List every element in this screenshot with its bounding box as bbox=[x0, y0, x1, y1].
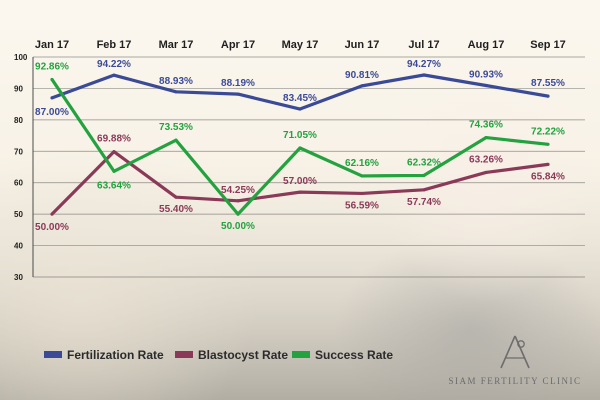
data-point bbox=[112, 73, 116, 77]
data-point bbox=[50, 77, 54, 82]
data-point bbox=[50, 96, 54, 100]
data-label: 92.86% bbox=[35, 61, 69, 72]
data-label: 90.81% bbox=[345, 70, 379, 81]
y-tick-label: 100 bbox=[14, 53, 28, 62]
data-point bbox=[546, 94, 550, 98]
data-label: 94.22% bbox=[97, 59, 131, 70]
data-label: 74.36% bbox=[469, 120, 503, 131]
data-label: 62.32% bbox=[407, 157, 441, 168]
data-point bbox=[236, 199, 240, 203]
data-label: 63.26% bbox=[469, 154, 503, 165]
y-tick-label: 50 bbox=[14, 210, 23, 219]
clinic-logo-icon bbox=[500, 335, 530, 369]
data-label: 73.53% bbox=[159, 122, 193, 133]
data-label: 88.93% bbox=[159, 76, 193, 87]
x-tick-label: Sep 17 bbox=[530, 39, 565, 51]
legend-swatch bbox=[175, 351, 193, 358]
data-point bbox=[484, 170, 488, 175]
data-point bbox=[422, 173, 426, 178]
data-point bbox=[360, 174, 364, 178]
legend-swatch bbox=[44, 351, 62, 358]
x-tick-label: Aug 17 bbox=[468, 39, 505, 51]
data-point bbox=[360, 84, 364, 88]
data-label: 69.88% bbox=[97, 134, 131, 145]
y-tick-label: 80 bbox=[14, 116, 23, 125]
data-point bbox=[422, 73, 426, 77]
data-label: 57.74% bbox=[407, 197, 441, 208]
clinic-logo: SIAM FERTILITY CLINIC bbox=[440, 330, 590, 395]
data-point bbox=[174, 90, 178, 94]
data-label: 62.16% bbox=[345, 158, 379, 169]
data-point bbox=[298, 190, 302, 194]
x-tick-label: Jul 17 bbox=[408, 39, 439, 51]
data-label: 55.40% bbox=[159, 204, 193, 215]
data-point bbox=[112, 150, 116, 154]
data-label: 87.55% bbox=[531, 78, 565, 89]
data-label: 57.00% bbox=[283, 176, 317, 187]
data-label: 90.93% bbox=[469, 70, 503, 81]
data-label: 63.64% bbox=[97, 180, 131, 191]
legend-swatch bbox=[292, 351, 310, 358]
x-tick-label: Jan 17 bbox=[35, 39, 69, 51]
clinic-name: SIAM FERTILITY CLINIC bbox=[448, 376, 582, 386]
legend-label: Blastocyst Rate bbox=[198, 348, 288, 362]
data-label: 83.45% bbox=[283, 93, 317, 104]
x-tick-label: Apr 17 bbox=[221, 39, 255, 51]
data-label: 54.25% bbox=[221, 185, 255, 196]
x-tick-label: Feb 17 bbox=[97, 39, 132, 51]
data-point bbox=[298, 107, 302, 111]
data-point bbox=[546, 142, 550, 146]
data-point bbox=[174, 195, 178, 199]
data-point bbox=[50, 212, 54, 216]
y-tick-label: 60 bbox=[14, 179, 23, 188]
x-tick-label: Mar 17 bbox=[159, 39, 194, 51]
data-point bbox=[484, 135, 488, 140]
data-point bbox=[236, 92, 240, 96]
data-point bbox=[174, 138, 178, 142]
data-point bbox=[546, 162, 550, 166]
data-label: 50.00% bbox=[35, 222, 69, 233]
data-point bbox=[236, 212, 240, 216]
data-label: 50.00% bbox=[221, 221, 255, 232]
x-tick-label: Jun 17 bbox=[345, 39, 380, 51]
y-tick-label: 90 bbox=[14, 84, 23, 93]
data-point bbox=[298, 146, 302, 150]
data-point bbox=[484, 83, 488, 88]
data-label: 72.22% bbox=[531, 126, 565, 137]
data-point bbox=[360, 191, 364, 196]
data-label: 56.59% bbox=[345, 200, 379, 211]
data-point bbox=[422, 188, 426, 192]
data-label: 87.00% bbox=[35, 107, 69, 118]
legend-label: Success Rate bbox=[315, 348, 393, 362]
data-label: 65.84% bbox=[531, 171, 565, 182]
y-tick-label: 40 bbox=[14, 242, 23, 251]
data-label: 71.05% bbox=[283, 130, 317, 141]
y-tick-label: 30 bbox=[14, 273, 23, 282]
data-label: 88.19% bbox=[221, 78, 255, 89]
x-tick-label: May 17 bbox=[282, 39, 319, 51]
data-point bbox=[112, 169, 116, 173]
data-label: 94.27% bbox=[407, 59, 441, 70]
legend-label: Fertilization Rate bbox=[67, 348, 164, 362]
y-tick-label: 70 bbox=[14, 147, 23, 156]
